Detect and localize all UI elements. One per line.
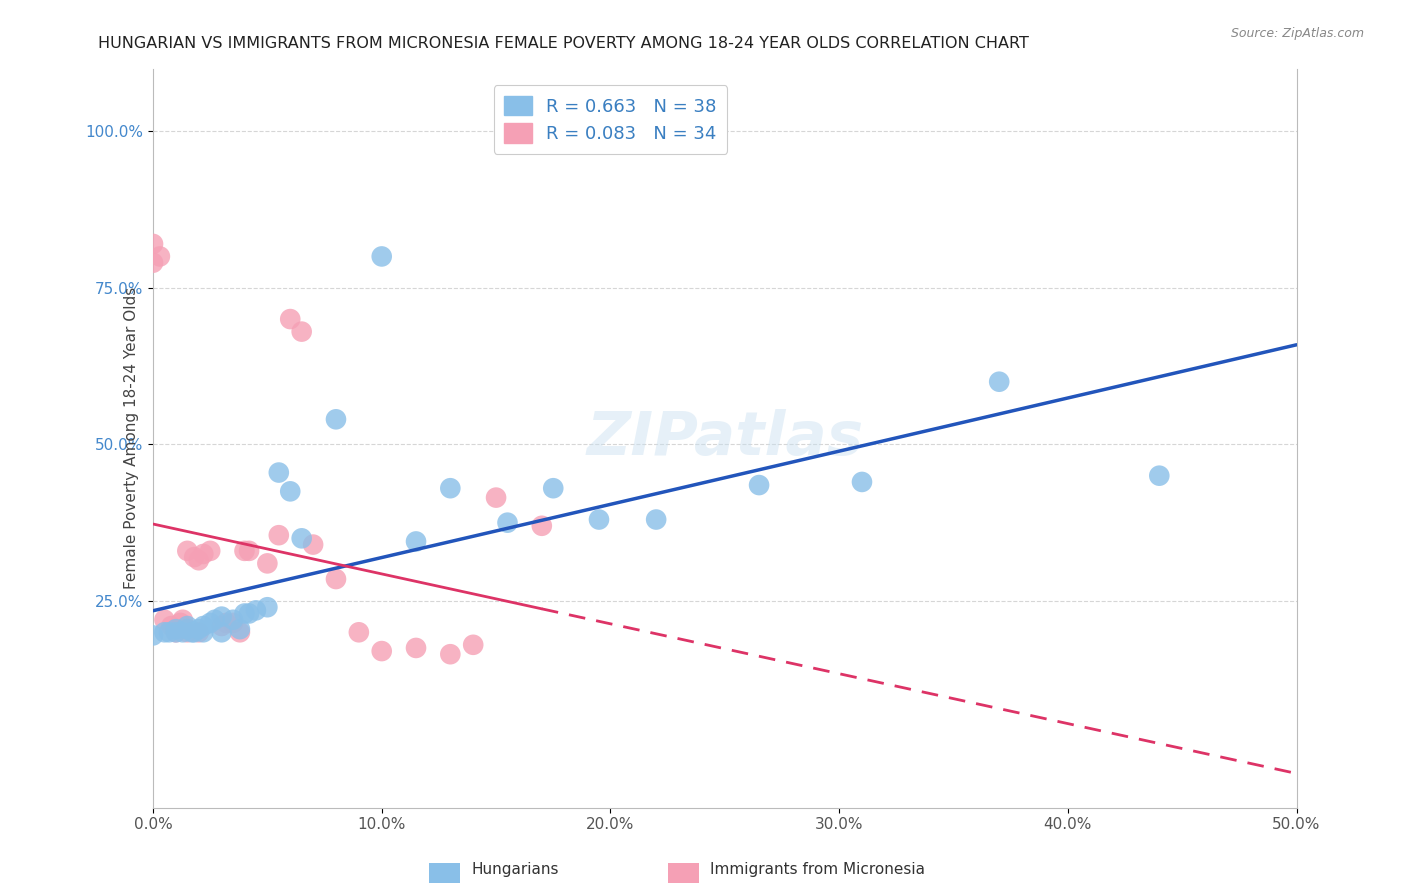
Point [588, 512, 610, 526]
Point [229, 622, 252, 636]
Point [370, 644, 392, 658]
Point [988, 375, 1011, 389]
Point [238, 544, 260, 558]
Point [193, 547, 215, 561]
Point [238, 607, 260, 621]
Point [302, 538, 325, 552]
Point [530, 518, 553, 533]
Point [222, 613, 245, 627]
Point [183, 625, 205, 640]
Y-axis label: Female Poverty Among 18-24 Year Olds: Female Poverty Among 18-24 Year Olds [124, 287, 139, 590]
Point [165, 625, 187, 640]
Point [160, 619, 183, 633]
Point [142, 236, 165, 251]
Text: ZIPatlas: ZIPatlas [586, 409, 863, 467]
Point [180, 625, 202, 640]
Point [245, 603, 267, 617]
Point [153, 625, 176, 640]
Point [439, 481, 461, 495]
Point [165, 625, 187, 640]
Point [211, 619, 233, 633]
Point [169, 615, 191, 630]
Point [193, 619, 215, 633]
Point [496, 516, 519, 530]
Point [153, 613, 176, 627]
Point [187, 553, 209, 567]
Text: Immigrants from Micronesia: Immigrants from Micronesia [710, 863, 925, 877]
Point [278, 484, 301, 499]
Point [198, 615, 221, 630]
Point [172, 625, 194, 640]
Point [142, 628, 165, 642]
Point [485, 491, 508, 505]
Point [233, 544, 256, 558]
Point [142, 256, 165, 270]
Point [541, 481, 564, 495]
Point [256, 557, 278, 571]
Point [1149, 468, 1171, 483]
Point [405, 640, 427, 655]
Point [187, 622, 209, 636]
Text: Hungarians: Hungarians [471, 863, 558, 877]
Point [176, 544, 198, 558]
Text: Source: ZipAtlas.com: Source: ZipAtlas.com [1230, 27, 1364, 40]
Point [748, 478, 770, 492]
Point [193, 625, 215, 640]
Point [211, 609, 233, 624]
Point [347, 625, 370, 640]
Point [204, 613, 226, 627]
Point [172, 613, 194, 627]
Point [187, 625, 209, 640]
Point [291, 325, 314, 339]
Point [149, 249, 172, 263]
Legend: R = 0.663   N = 38, R = 0.083   N = 34: R = 0.663 N = 38, R = 0.083 N = 34 [494, 85, 727, 153]
Point [278, 312, 301, 326]
Point [176, 622, 198, 636]
Point [325, 412, 347, 426]
Text: HUNGARIAN VS IMMIGRANTS FROM MICRONESIA FEMALE POVERTY AMONG 18-24 YEAR OLDS COR: HUNGARIAN VS IMMIGRANTS FROM MICRONESIA … [98, 36, 1029, 51]
Point [463, 638, 485, 652]
Point [233, 607, 256, 621]
Point [405, 534, 427, 549]
Point [645, 512, 668, 526]
Point [256, 600, 278, 615]
Point [267, 528, 290, 542]
Point [176, 625, 198, 640]
Point [291, 532, 314, 546]
Point [267, 466, 290, 480]
Point [211, 625, 233, 640]
Point [157, 625, 180, 640]
Point [215, 615, 238, 630]
Point [325, 572, 347, 586]
Point [222, 615, 245, 630]
Point [851, 475, 873, 489]
Point [183, 550, 205, 565]
Point [176, 619, 198, 633]
Point [229, 625, 252, 640]
Point [198, 544, 221, 558]
Point [439, 647, 461, 661]
Point [370, 249, 392, 263]
Point [165, 622, 187, 636]
